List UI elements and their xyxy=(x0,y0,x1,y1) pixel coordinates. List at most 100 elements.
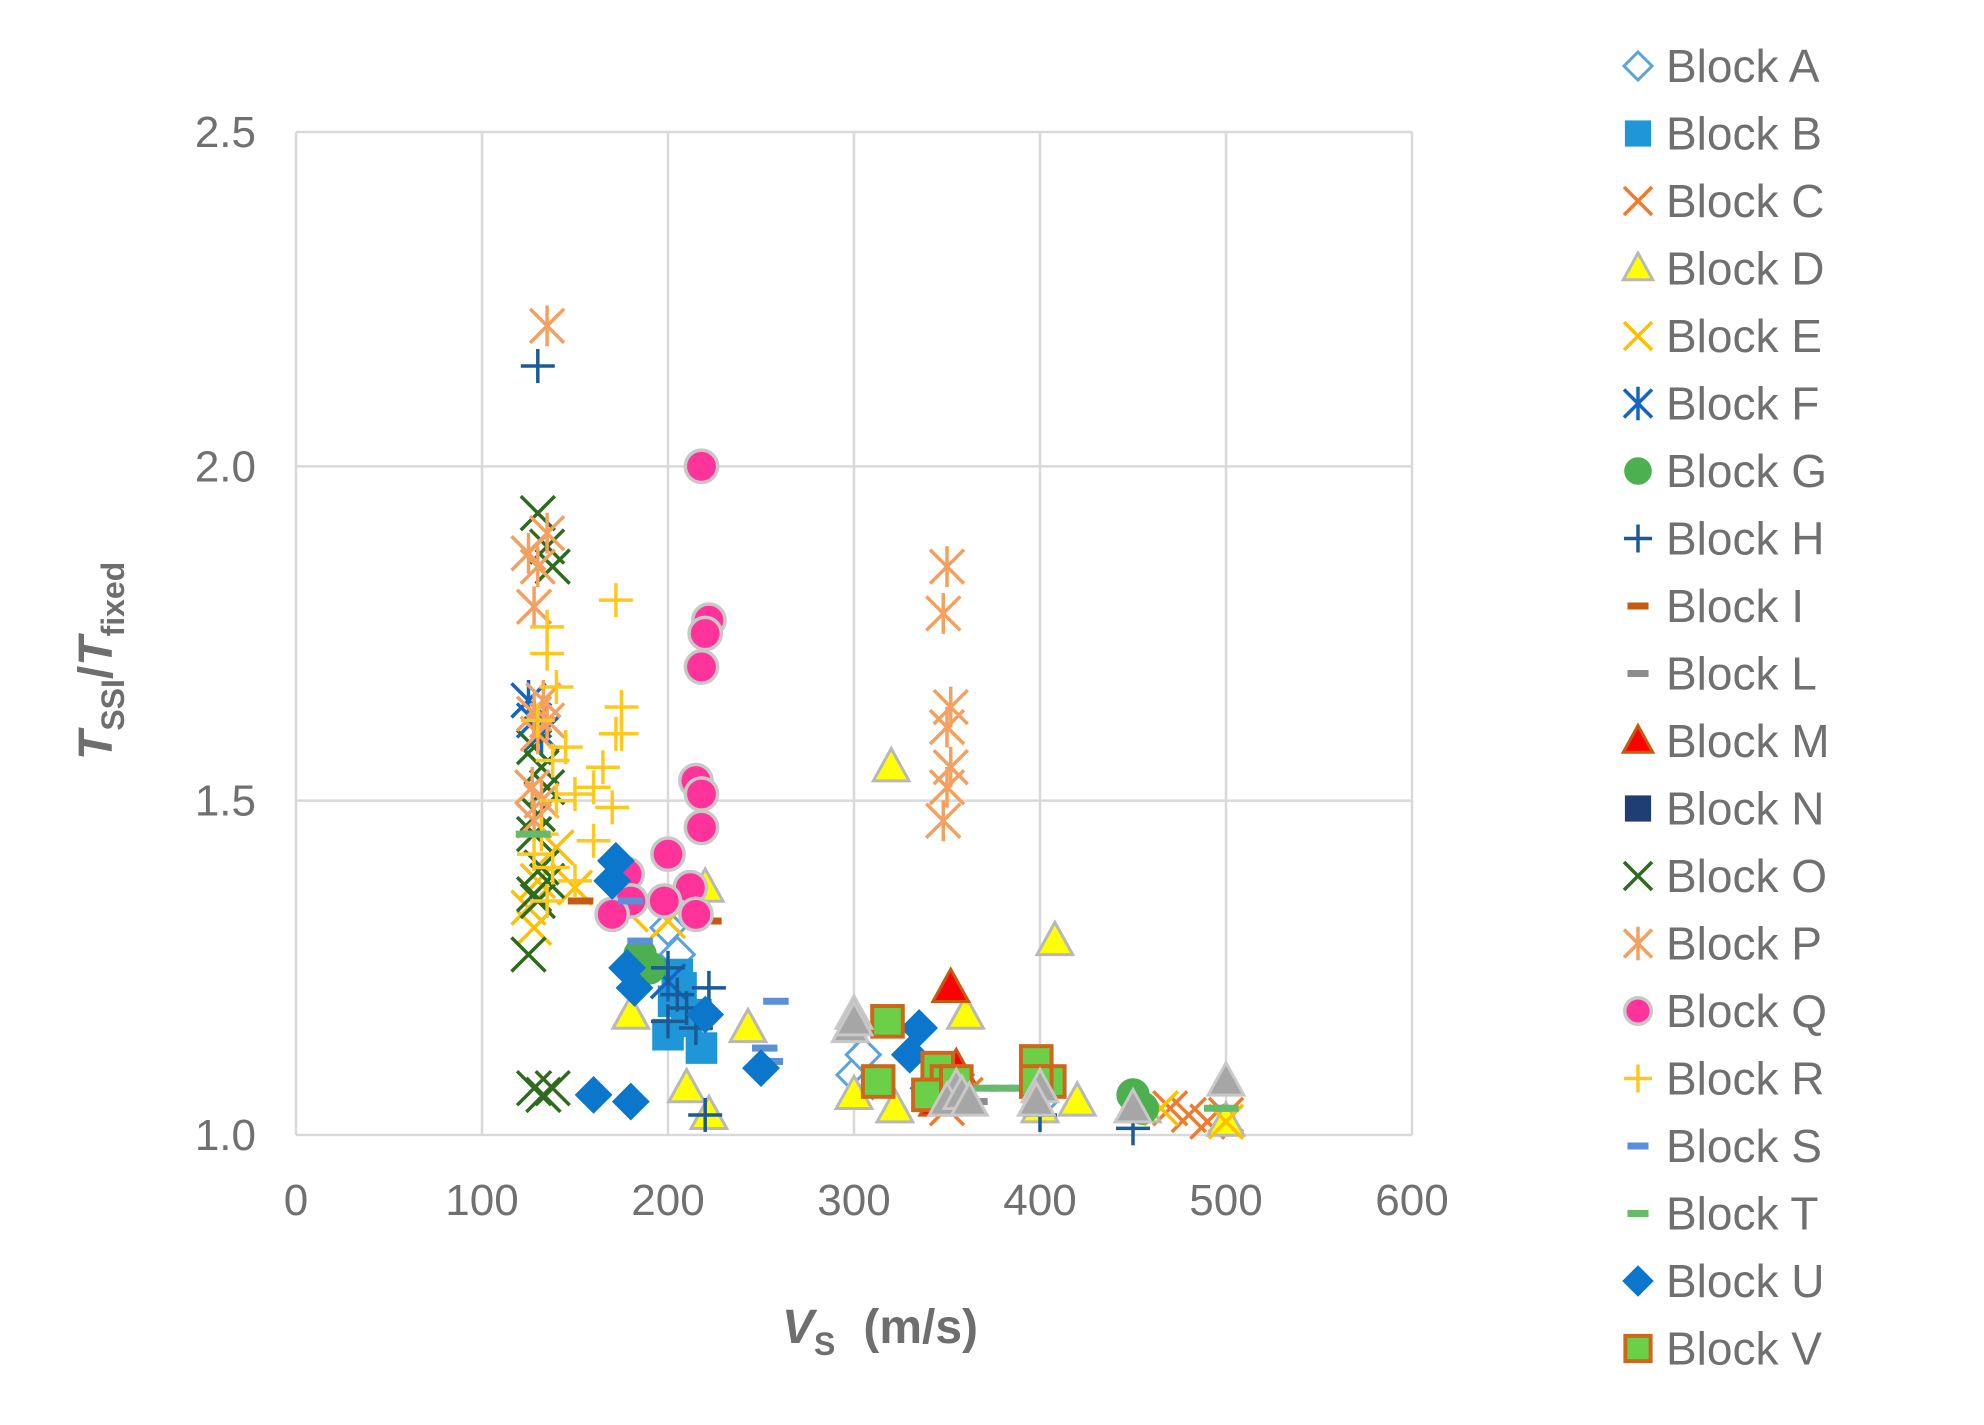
point-block-b xyxy=(685,1032,718,1064)
y-axis-title-sub1: SSI xyxy=(95,679,131,731)
point-block-o xyxy=(534,1069,571,1107)
point-block-d xyxy=(1034,919,1076,957)
point-block-t xyxy=(971,1084,997,1092)
legend-marker-block-e xyxy=(1622,320,1654,352)
x-axis-title-unit: (m/s) xyxy=(863,1301,978,1354)
point-block-r xyxy=(530,636,565,671)
point-block-r xyxy=(530,883,565,918)
point-block-q xyxy=(683,776,720,812)
x-tick-label: 0 xyxy=(284,1176,308,1225)
y-axis-title-sub2: fixed xyxy=(95,562,131,637)
point-block-t xyxy=(1203,1104,1230,1112)
point-block-d xyxy=(727,1006,769,1044)
legend-label-block-o: Block O xyxy=(1666,850,1827,902)
legend-item-block-r: Block R xyxy=(1624,1053,1824,1105)
y-tick-label: 1.5 xyxy=(195,777,256,826)
legend-item-block-g: Block G xyxy=(1624,445,1827,497)
x-tick-label: 300 xyxy=(817,1176,890,1225)
legend-item-block-e: Block E xyxy=(1622,310,1822,362)
point-block-u xyxy=(742,1049,780,1088)
legend-item-block-l: Block L xyxy=(1627,648,1817,700)
point-block-o xyxy=(534,548,571,585)
point-block-p xyxy=(528,305,566,347)
legend-marker-block-l xyxy=(1627,670,1649,677)
point-block-q xyxy=(646,883,683,919)
legend-item-block-h: Block H xyxy=(1624,513,1824,565)
legend-label-block-h: Block H xyxy=(1666,513,1824,565)
point-block-q xyxy=(678,896,714,933)
legend-item-block-c: Block C xyxy=(1622,175,1824,227)
point-block-s xyxy=(618,897,644,905)
point-block-d xyxy=(1205,1099,1247,1137)
y-tick-label: 1.0 xyxy=(195,1111,256,1160)
legend-marker-block-t xyxy=(1627,1210,1649,1217)
point-block-q xyxy=(683,809,720,846)
grid-lines xyxy=(294,130,1414,1137)
legend-item-block-u: Block U xyxy=(1622,1255,1824,1307)
point-block-o xyxy=(519,494,557,532)
legend-label-block-i: Block I xyxy=(1666,580,1804,632)
legend-label-block-b: Block B xyxy=(1666,108,1822,160)
legend-label-block-n: Block N xyxy=(1666,783,1824,835)
point-block-r xyxy=(598,583,633,618)
legend-label-block-t: Block T xyxy=(1666,1188,1819,1240)
legend-label-block-r: Block R xyxy=(1666,1053,1824,1105)
point-block-r xyxy=(520,703,555,738)
y-tick-label: 2.0 xyxy=(195,442,256,491)
y-axis-title-slash: / xyxy=(70,666,123,679)
legend-marker-block-m xyxy=(1620,722,1656,754)
legend-item-block-s: Block S xyxy=(1627,1120,1822,1172)
point-block-o xyxy=(510,936,547,973)
legend-marker-block-v xyxy=(1623,1333,1653,1364)
legend-label-block-e: Block E xyxy=(1666,310,1822,362)
legend-marker-block-r xyxy=(1624,1064,1652,1093)
point-block-w xyxy=(833,999,875,1037)
y-axis-title-main1: T xyxy=(70,727,123,760)
x-tick-label: 200 xyxy=(631,1176,704,1225)
point-block-p xyxy=(928,546,966,588)
legend-label-block-u: Block U xyxy=(1666,1255,1824,1307)
legend-item-block-m: Block M xyxy=(1620,715,1830,767)
point-block-w xyxy=(948,1079,990,1117)
legend-label-block-a: Block A xyxy=(1666,40,1820,92)
legend-label-block-v: Block V xyxy=(1666,1323,1822,1375)
point-block-d xyxy=(666,1066,707,1104)
point-block-h xyxy=(651,950,685,985)
point-block-r xyxy=(558,776,592,811)
point-block-q xyxy=(683,649,720,685)
point-block-o xyxy=(528,769,566,806)
point-block-d xyxy=(1056,1079,1098,1117)
point-block-p xyxy=(928,706,966,748)
legend-marker-block-u xyxy=(1622,1265,1654,1297)
point-block-q xyxy=(687,615,724,652)
point-block-r xyxy=(585,750,620,785)
point-block-u xyxy=(593,861,632,900)
legend-label-block-l: Block L xyxy=(1666,648,1817,700)
legend-label-block-c: Block C xyxy=(1666,175,1824,227)
point-block-q xyxy=(650,836,686,873)
legend-marker-block-d xyxy=(1620,249,1656,282)
point-block-d xyxy=(945,992,986,1030)
x-axis-title-sub: S xyxy=(814,1326,835,1362)
legend-marker-block-q xyxy=(1622,995,1654,1027)
legend-item-block-q: Block Q xyxy=(1622,985,1827,1037)
point-block-h xyxy=(691,970,726,1005)
legend-label-block-d: Block D xyxy=(1666,243,1824,295)
point-block-o xyxy=(525,1076,562,1114)
point-block-r xyxy=(576,823,611,858)
x-tick-label: 100 xyxy=(445,1176,518,1225)
point-block-d xyxy=(870,745,912,783)
legend-marker-block-g xyxy=(1624,457,1652,485)
x-tick-label: 500 xyxy=(1189,1176,1262,1225)
point-block-p xyxy=(519,546,557,588)
point-block-r xyxy=(604,716,639,751)
legend-item-block-p: Block P xyxy=(1622,918,1822,970)
point-block-s xyxy=(763,997,789,1005)
y-axis-title: TSSI/Tfixed xyxy=(70,562,131,760)
legend-marker-block-b xyxy=(1624,120,1652,147)
point-block-e xyxy=(510,889,547,926)
point-block-u xyxy=(890,1035,929,1074)
point-block-e xyxy=(519,862,557,900)
